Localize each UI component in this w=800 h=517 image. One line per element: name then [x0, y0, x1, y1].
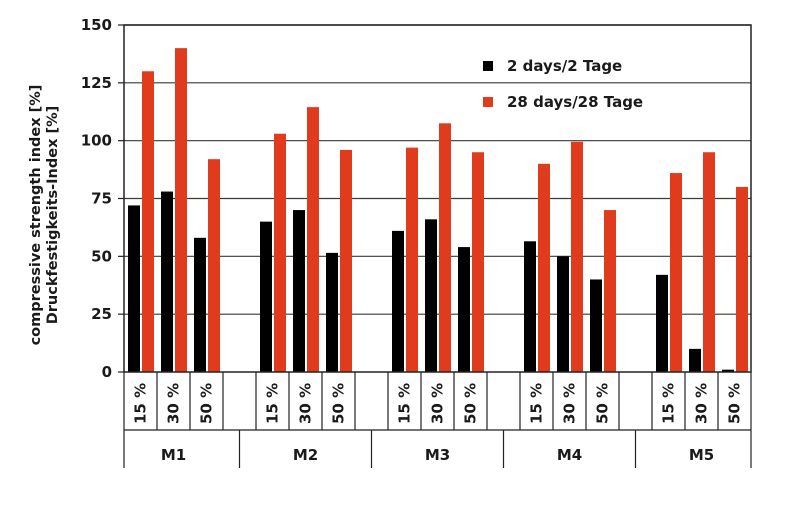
x-category-label: 15 % — [132, 383, 150, 424]
legend: 2 days/2 Tage 28 days/28 Tage — [483, 57, 643, 111]
bar-28-days — [175, 48, 187, 373]
bar-28-days — [439, 123, 451, 372]
bar-2-days — [260, 221, 272, 372]
bar-2-days — [326, 252, 338, 372]
y-tick-label: 100 — [81, 132, 112, 150]
y-tick-label: 150 — [81, 16, 112, 34]
bar-28-days — [703, 152, 715, 372]
bars — [128, 48, 748, 373]
bar-2-days — [557, 256, 569, 372]
bar-2-days — [656, 274, 668, 372]
bar-28-days — [406, 147, 418, 372]
bar-2-days — [161, 191, 173, 372]
bar-2-days — [458, 247, 470, 372]
x-category-label: 15 % — [396, 383, 414, 424]
bar-2-days — [722, 369, 734, 372]
y-axis-label-english: compressive strength index [%] — [28, 85, 44, 346]
x-category-label: 30 % — [297, 383, 315, 424]
bar-2-days — [392, 230, 404, 372]
axes — [118, 24, 752, 468]
y-tick-label: 25 — [91, 305, 112, 323]
bar-28-days — [307, 107, 319, 372]
plot-frame — [123, 24, 752, 373]
x-category-label: 15 % — [264, 383, 282, 424]
bar-2-days — [590, 279, 602, 372]
bar-2-days — [524, 241, 536, 372]
bar-28-days — [142, 71, 154, 373]
x-category-label: 30 % — [429, 383, 447, 424]
group-label: M3 — [425, 446, 450, 464]
bar-28-days — [604, 210, 616, 372]
y-tick-label: 125 — [81, 74, 112, 92]
labels: 0 25 50 75 100 125 150 15 % 30 % 50 % M1 15 % 30 % 50… — [81, 16, 744, 464]
legend-swatch-28-days — [483, 97, 493, 107]
bar-28-days — [571, 141, 583, 372]
bar-28-days — [736, 186, 748, 372]
x-category-label: 15 % — [528, 383, 546, 424]
y-axis-label-german: Druckfestigkeits-Index [%] — [45, 106, 61, 325]
y-tick-label: 50 — [91, 247, 112, 265]
bar-2-days — [689, 348, 701, 372]
legend-label-2-days: 2 days/2 Tage — [507, 57, 622, 75]
legend-swatch-2-days — [483, 61, 493, 71]
x-category-label: 50 % — [594, 383, 612, 424]
bar-2-days — [425, 219, 437, 372]
bar-28-days — [340, 149, 352, 372]
group-label: M1 — [161, 446, 186, 464]
x-category-label: 50 % — [726, 383, 744, 424]
bar-28-days — [274, 133, 286, 372]
bar-28-days — [538, 163, 550, 372]
x-category-label: 30 % — [693, 383, 711, 424]
bar-28-days — [472, 152, 484, 372]
y-tick-label: 0 — [102, 363, 112, 381]
x-category-label: 30 % — [165, 383, 183, 424]
bar-28-days — [670, 173, 682, 372]
x-category-label: 50 % — [198, 383, 216, 424]
y-axis-title: compressive strength index [%] Druckfest… — [28, 85, 61, 346]
legend-label-28-days: 28 days/28 Tage — [507, 93, 643, 111]
bar-28-days — [208, 159, 220, 372]
x-category-label: 50 % — [462, 383, 480, 424]
x-category-label: 50 % — [330, 383, 348, 424]
group-label: M5 — [689, 446, 714, 464]
group-label: M4 — [557, 446, 582, 464]
x-category-label: 30 % — [561, 383, 579, 424]
bar-2-days — [194, 237, 206, 372]
bar-2-days — [293, 210, 305, 372]
group-label: M2 — [293, 446, 318, 464]
y-tick-label: 75 — [91, 190, 112, 208]
x-category-label: 15 % — [660, 383, 678, 424]
bar-2-days — [128, 205, 140, 372]
